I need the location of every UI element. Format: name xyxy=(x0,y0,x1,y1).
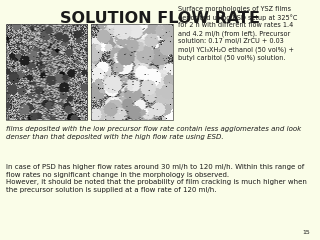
Bar xyxy=(91,24,173,120)
Text: 15: 15 xyxy=(303,230,310,235)
Text: In case of PSD has higher flow rates around 30 ml/h to 120 ml/h. Within this ran: In case of PSD has higher flow rates aro… xyxy=(6,164,307,193)
Bar xyxy=(6,24,87,120)
Text: SOLUTION FLOW RATE: SOLUTION FLOW RATE xyxy=(60,11,260,26)
Text: films deposited with the low precursor flow rate contain less agglomerates and l: films deposited with the low precursor f… xyxy=(6,126,301,140)
Text: Surface morphologies of YSZ films
deposited using ESD setup at 325°C
for 2 h wit: Surface morphologies of YSZ films deposi… xyxy=(178,6,297,61)
